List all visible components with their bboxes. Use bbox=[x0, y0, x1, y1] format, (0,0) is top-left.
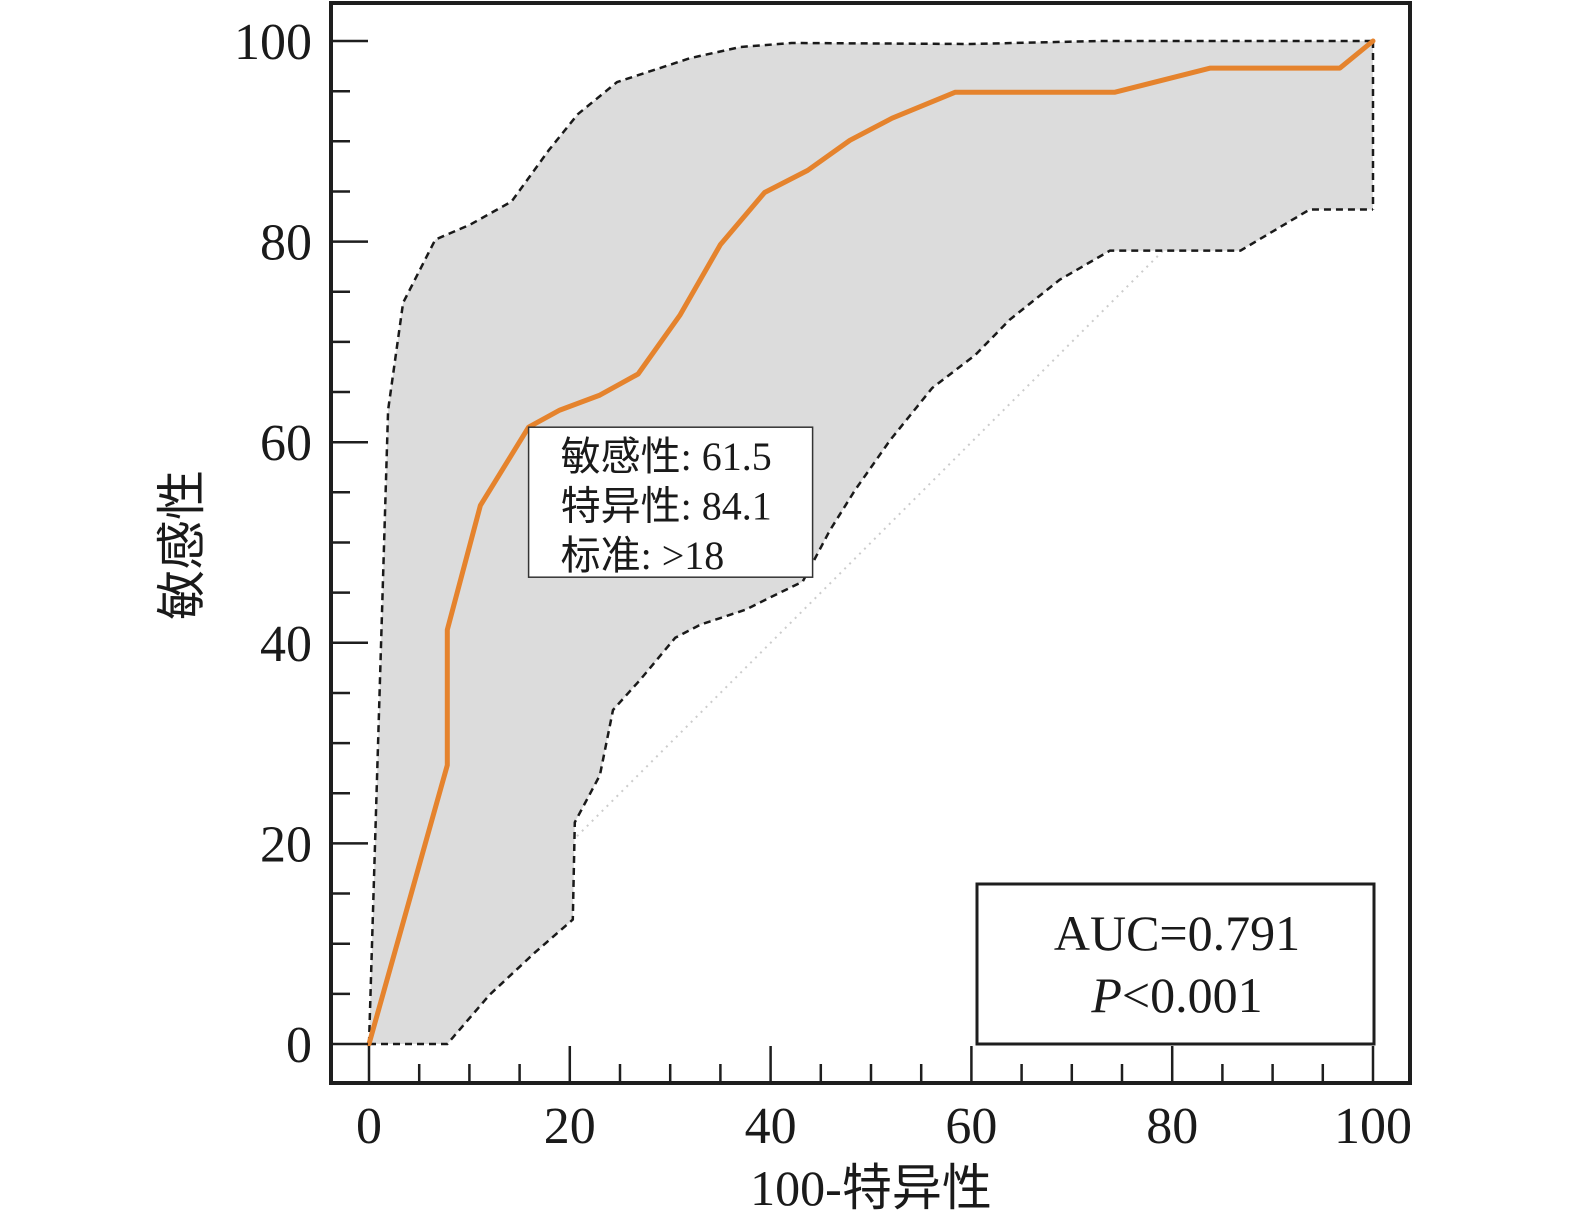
y-axis-title: 敏感性 bbox=[154, 470, 210, 620]
confidence-band-upper-bound bbox=[367, 39, 1373, 1045]
x-tick-label: 20 bbox=[544, 1098, 596, 1155]
y-tick-label: 0 bbox=[286, 1017, 312, 1074]
axis-ticks bbox=[331, 39, 1375, 1083]
criterion-annotation: 敏感性: 61.5 特异性: 84.1标准: >18 bbox=[527, 426, 814, 578]
annotation-line: 敏感性: 61.5 bbox=[561, 434, 772, 479]
x-tick-label: 60 bbox=[945, 1098, 997, 1155]
annotation-line: 特异性: 84.1 bbox=[561, 484, 772, 529]
confidence-band-area bbox=[369, 41, 1373, 1044]
y-tick-label: 80 bbox=[260, 215, 312, 272]
y-tick-label: 100 bbox=[234, 14, 312, 71]
confidence-band-layer bbox=[367, 39, 1375, 1046]
p-symbol: P bbox=[1090, 967, 1122, 1023]
x-tick-label: 0 bbox=[356, 1098, 382, 1155]
roc-curve-line bbox=[366, 38, 1376, 1047]
annotation-box bbox=[527, 426, 814, 578]
roc-curve-layer bbox=[366, 38, 1376, 1047]
y-tick-label: 20 bbox=[260, 816, 312, 873]
annotation-line: 标准: >18 bbox=[561, 533, 725, 578]
x-axis-title: 100-特异性 bbox=[750, 1160, 992, 1216]
confidence-band-lower-bound bbox=[369, 208, 1373, 1046]
auc-value-text: AUC=0.791 bbox=[1054, 905, 1300, 961]
x-tick-label: 80 bbox=[1146, 1098, 1198, 1155]
y-tick-label: 60 bbox=[260, 415, 312, 472]
axis-tick-labels: 0 20 40 60 80 100 0 20 40 60 80 100 bbox=[234, 14, 1412, 1155]
x-tick-label: 40 bbox=[745, 1098, 797, 1155]
p-value-text: P<0.001 bbox=[1090, 967, 1262, 1023]
auc-box-border bbox=[975, 882, 1376, 1046]
p-value: <0.001 bbox=[1122, 967, 1263, 1023]
x-tick-label: 100 bbox=[1334, 1098, 1412, 1155]
auc-stats-box: AUC=0.791 P<0.001 bbox=[975, 882, 1376, 1046]
y-tick-label: 40 bbox=[260, 616, 312, 673]
